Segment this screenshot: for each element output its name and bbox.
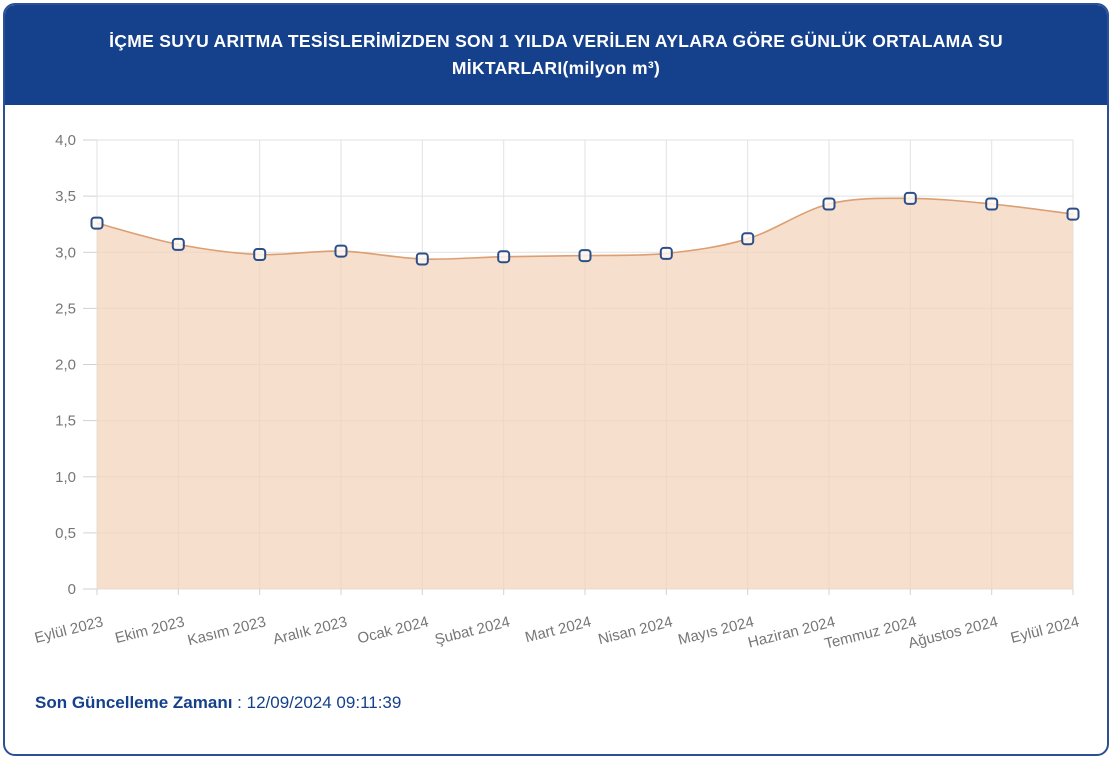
y-axis-tick-label: 0 [68,581,76,598]
x-axis-tick-label: Nisan 2024 [597,613,675,648]
data-point-marker [822,197,836,211]
last-update-label: Son Güncelleme Zamanı [35,693,233,712]
x-axis-tick-label: Ekim 2023 [113,613,186,647]
last-update-value: 12/09/2024 09:11:39 [246,693,402,712]
y-axis-tick-label: 3,0 [55,244,76,261]
last-update-separator: : [232,693,247,712]
y-axis-tick-label: 0,5 [55,525,76,542]
x-axis-tick-label: Şubat 2024 [433,613,512,648]
data-point-marker [985,197,999,211]
data-point-marker [741,232,755,246]
y-axis-tick-label: 2,5 [55,300,76,317]
data-point-marker [659,246,673,260]
x-axis-tick-label: Eylül 2024 [1009,613,1081,646]
y-axis-tick-label: 1,0 [55,469,76,486]
y-axis-tick-label: 1,5 [55,413,76,430]
x-axis-tick-label: Mart 2024 [523,613,593,646]
y-axis-tick-label: 3,5 [55,188,76,205]
y-axis-tick-label: 4,0 [55,132,76,149]
x-axis-tick-label: Ocak 2024 [356,613,431,647]
data-point-marker [90,216,104,230]
x-axis-tick-label: Haziran 2024 [746,613,837,651]
area-chart: 0 0,5 1,0 1,5 2,0 2,5 3,0 3,5 4,0 Eylül 2023 Ekim … [5,105,1107,667]
data-point-marker [497,250,511,264]
data-point-marker [415,252,429,266]
x-axis-tick-label: Eylül 2023 [33,613,105,646]
x-axis-tick-label: Mayıs 2024 [676,613,755,648]
x-axis-tick-label: Ağustos 2024 [907,613,1000,652]
series-area [97,198,1073,589]
chart-title: İÇME SUYU ARITMA TESİSLERİMİZDEN SON 1 Y… [109,31,1003,78]
data-point-marker [903,191,917,205]
data-point-marker [171,237,185,251]
x-axis-tick-label: Kasım 2023 [186,613,268,649]
data-point-marker [334,244,348,258]
chart-card: İÇME SUYU ARITMA TESİSLERİMİZDEN SON 1 Y… [3,3,1109,756]
data-point-marker [578,249,592,263]
chart-title-bar: İÇME SUYU ARITMA TESİSLERİMİZDEN SON 1 Y… [5,5,1107,105]
x-axis-tick-label: Aralık 2023 [271,613,349,648]
last-update: Son Güncelleme Zamanı : 12/09/2024 09:11… [5,667,1107,713]
y-axis-tick-label: 2,0 [55,357,76,374]
data-point-marker [1066,207,1080,221]
data-point-marker [253,248,267,261]
x-axis-tick-label: Temmuz 2024 [823,613,919,652]
